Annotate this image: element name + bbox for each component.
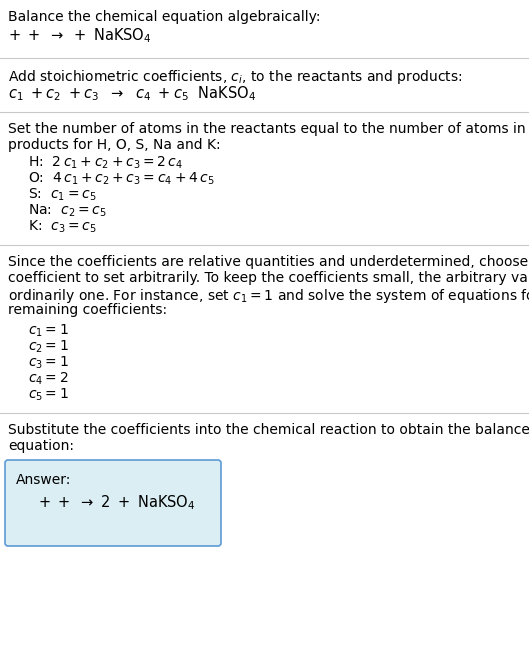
Text: equation:: equation:	[8, 439, 74, 453]
Text: Set the number of atoms in the reactants equal to the number of atoms in the: Set the number of atoms in the reactants…	[8, 122, 529, 136]
Text: ordinarily one. For instance, set $c_1 = 1$ and solve the system of equations fo: ordinarily one. For instance, set $c_1 =…	[8, 287, 529, 305]
Text: Na:  $c_2 = c_5$: Na: $c_2 = c_5$	[28, 203, 107, 219]
Text: H:  $2\,c_1 + c_2 + c_3 = 2\,c_4$: H: $2\,c_1 + c_2 + c_3 = 2\,c_4$	[28, 155, 183, 172]
Text: $c_4 = 2$: $c_4 = 2$	[28, 371, 69, 387]
Text: $+\ +\ \rightarrow\ 2\ +\ \mathrm{NaKSO_4}$: $+\ +\ \rightarrow\ 2\ +\ \mathrm{NaKSO_…	[38, 493, 196, 512]
Text: $c_1\ +c_2\ +c_3\ \ \rightarrow\ \ c_4\ +c_5\ \ \mathrm{NaKSO_4}$: $c_1\ +c_2\ +c_3\ \ \rightarrow\ \ c_4\ …	[8, 84, 256, 103]
Text: Since the coefficients are relative quantities and underdetermined, choose a: Since the coefficients are relative quan…	[8, 255, 529, 269]
Text: $c_2 = 1$: $c_2 = 1$	[28, 339, 69, 355]
Text: $+\ +\ \rightarrow\ +\ \mathrm{NaKSO_4}$: $+\ +\ \rightarrow\ +\ \mathrm{NaKSO_4}$	[8, 26, 151, 44]
Text: Substitute the coefficients into the chemical reaction to obtain the balanced: Substitute the coefficients into the che…	[8, 423, 529, 437]
Text: S:  $c_1 = c_5$: S: $c_1 = c_5$	[28, 187, 97, 204]
Text: Add stoichiometric coefficients, $c_i$, to the reactants and products:: Add stoichiometric coefficients, $c_i$, …	[8, 68, 463, 86]
Text: $c_3 = 1$: $c_3 = 1$	[28, 355, 69, 371]
Text: coefficient to set arbitrarily. To keep the coefficients small, the arbitrary va: coefficient to set arbitrarily. To keep …	[8, 271, 529, 285]
Text: products for H, O, S, Na and K:: products for H, O, S, Na and K:	[8, 138, 221, 152]
Text: Balance the chemical equation algebraically:: Balance the chemical equation algebraica…	[8, 10, 321, 24]
Text: O:  $4\,c_1 + c_2 + c_3 = c_4 + 4\,c_5$: O: $4\,c_1 + c_2 + c_3 = c_4 + 4\,c_5$	[28, 171, 215, 188]
FancyBboxPatch shape	[5, 460, 221, 546]
Text: $c_5 = 1$: $c_5 = 1$	[28, 387, 69, 403]
Text: Answer:: Answer:	[16, 473, 71, 487]
Text: K:  $c_3 = c_5$: K: $c_3 = c_5$	[28, 219, 97, 235]
Text: remaining coefficients:: remaining coefficients:	[8, 303, 167, 317]
Text: $c_1 = 1$: $c_1 = 1$	[28, 323, 69, 339]
